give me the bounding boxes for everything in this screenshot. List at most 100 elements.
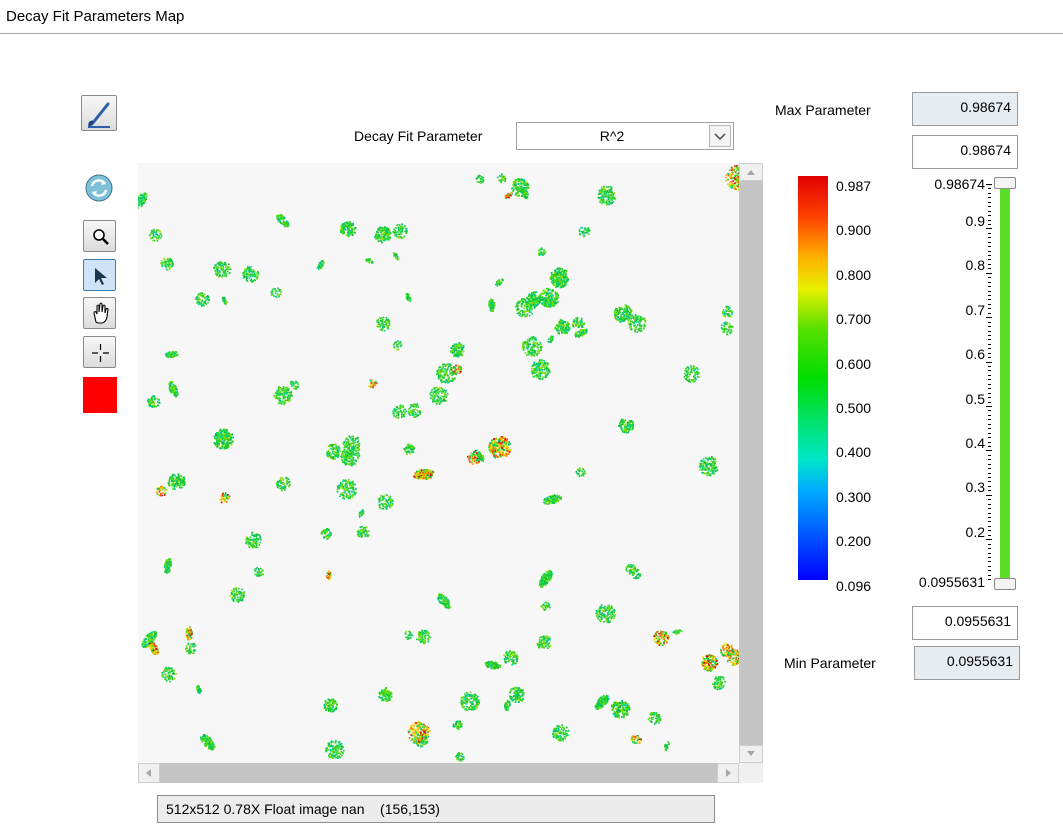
pointer-button[interactable]: [83, 259, 116, 291]
slider-scale-tick: [988, 442, 991, 443]
parameter-map-image[interactable]: [138, 163, 739, 763]
slider-scale-tick: [988, 322, 991, 323]
slider-scale-tick: [988, 553, 991, 554]
slider-scale-tick: [988, 282, 991, 283]
slider-scale-tick: [988, 393, 991, 394]
pan-button[interactable]: [83, 297, 116, 329]
slider-scale-tick: [988, 313, 991, 314]
slider-scale-tick: [988, 415, 991, 416]
slider-scale-tick: [986, 495, 992, 496]
slider-scale-tick: [986, 184, 992, 185]
zoom-button[interactable]: [83, 220, 116, 252]
refresh-button[interactable]: [81, 172, 117, 204]
slider-scale-tick: [988, 433, 991, 434]
slider-scale-tick: [988, 304, 991, 305]
slider-scale-tick: [988, 299, 991, 300]
arrow-pointer-icon: [95, 268, 107, 285]
scroll-left-button[interactable]: [138, 763, 160, 783]
slider-scale-tick: [986, 450, 992, 451]
paint-brush-button[interactable]: [81, 95, 117, 131]
image-status-bar: 512x512 0.78X Float image nan (156,153): [157, 795, 715, 823]
window-title-bar: Decay Fit Parameters Map: [0, 0, 1063, 34]
slider-scale-label: 0.9: [925, 213, 985, 229]
min-parameter-input[interactable]: 0.0955631: [912, 606, 1018, 640]
slider-scale-tick: [988, 477, 991, 478]
min-parameter-display: 0.0955631: [914, 646, 1020, 680]
scroll-right-button[interactable]: [717, 763, 739, 783]
slider-scale-tick: [988, 397, 991, 398]
image-status-text: 512x512 0.78X Float image nan (156,153): [166, 801, 440, 817]
slider-scale-tick: [988, 255, 991, 256]
slider-scale-tick: [988, 481, 991, 482]
slider-scale-tick: [986, 228, 992, 229]
parameter-select-label: Decay Fit Parameter: [354, 128, 482, 144]
slider-scale-tick: [988, 348, 991, 349]
color-scale-label: 0.900: [836, 222, 871, 238]
slider-scale-tick: [988, 508, 991, 509]
max-parameter-display: 0.98674: [912, 92, 1018, 126]
slider-scale-tick: [988, 455, 991, 456]
slider-scale-tick: [988, 286, 991, 287]
slider-scale-tick: [988, 521, 991, 522]
slider-scale-label: 0.8: [925, 257, 985, 273]
min-parameter-label: Min Parameter: [784, 655, 876, 671]
scroll-down-button[interactable]: [739, 745, 763, 763]
slider-scale-tick: [988, 259, 991, 260]
range-slider-max-handle[interactable]: [994, 177, 1016, 189]
slider-scale-tick: [988, 486, 991, 487]
slider-scale-tick: [988, 575, 991, 576]
slider-scale-tick: [988, 193, 991, 194]
range-slider-track[interactable]: [1000, 182, 1010, 584]
range-slider-min-handle[interactable]: [994, 578, 1016, 590]
slider-scale-tick: [988, 419, 991, 420]
slider-scale-tick: [988, 561, 991, 562]
slider-scale-label: 0.4: [925, 435, 985, 451]
slider-scale-tick: [988, 410, 991, 411]
paint-brush-icon: [88, 102, 110, 128]
slider-scale-tick: [988, 526, 991, 527]
slider-scale-tick: [988, 499, 991, 500]
color-scale-label: 0.300: [836, 489, 871, 505]
chevron-down-icon[interactable]: [709, 125, 731, 147]
slider-scale-tick: [988, 188, 991, 189]
color-scale-label: 0.600: [836, 356, 871, 372]
slider-scale-tick: [986, 362, 992, 363]
slider-scale-tick: [988, 388, 991, 389]
slider-scale-label: 0.2: [925, 524, 985, 540]
slider-scale-tick: [988, 246, 991, 247]
slider-scale-tick: [988, 220, 991, 221]
slider-scale-tick: [988, 446, 991, 447]
slider-scale-tick: [988, 237, 991, 238]
slider-scale-tick: [988, 473, 991, 474]
slider-scale-tick: [988, 277, 991, 278]
color-scale-label: 0.987: [836, 178, 871, 194]
slider-scale-tick: [988, 264, 991, 265]
parameter-select[interactable]: R^2: [516, 122, 734, 150]
slider-scale-tick: [988, 268, 991, 269]
vertical-scrollbar[interactable]: [739, 163, 763, 763]
window-title: Decay Fit Parameters Map: [6, 8, 184, 25]
slider-scale-tick: [988, 544, 991, 545]
crosshair-button[interactable]: [83, 336, 116, 368]
color-scale-label: 0.500: [836, 400, 871, 416]
slider-scale-tick: [988, 344, 991, 345]
slider-scale-tick: [988, 504, 991, 505]
slider-scale-tick: [988, 535, 991, 536]
magnifier-icon: [93, 229, 109, 245]
slider-scale-tick: [988, 557, 991, 558]
parameter-select-value: R^2: [517, 128, 707, 144]
hand-icon: [93, 302, 109, 324]
slider-scale-tick: [988, 215, 991, 216]
slider-scale-tick: [988, 566, 991, 567]
color-swatch[interactable]: [83, 377, 117, 413]
scroll-up-button[interactable]: [739, 163, 763, 181]
parameter-map-canvas: [138, 165, 739, 762]
slider-scale-tick: [988, 570, 991, 571]
horizontal-scrollbar[interactable]: [138, 763, 739, 783]
slider-scale-tick: [988, 291, 991, 292]
slider-scale-tick: [988, 202, 991, 203]
slider-scale-tick: [988, 339, 991, 340]
max-parameter-input[interactable]: 0.98674: [912, 135, 1018, 169]
slider-scale-tick: [988, 517, 991, 518]
scroll-corner: [739, 763, 763, 783]
